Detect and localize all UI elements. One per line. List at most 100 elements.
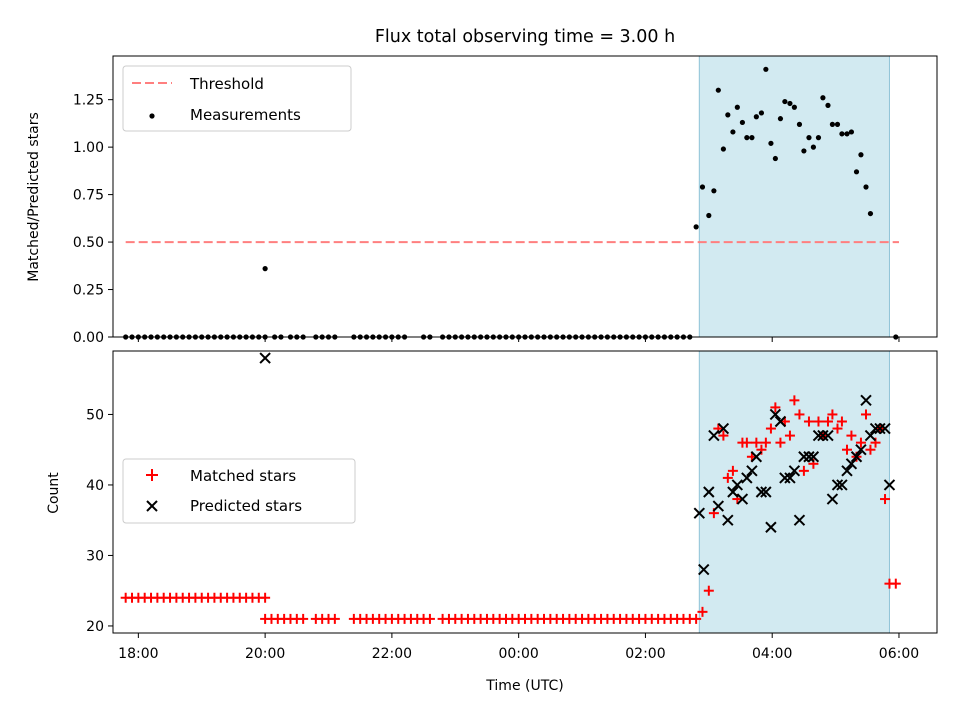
predicted-star-point [731,479,744,491]
predicted-star-stroke-b [769,408,782,421]
matched-star-point [751,437,762,448]
top-y-ticks: 0.00 0.25 0.50 0.75 1.00 1.25 [73,93,113,346]
matched-star-point [718,430,729,441]
predicted-star-stroke-b [845,458,858,470]
matched-star-point [697,606,708,617]
bottom-xtick-label: 04:00 [752,646,792,662]
predicted-star-stroke-b [784,472,796,484]
predicted-star-stroke-b [822,429,834,442]
predicted-star-stroke-b [841,465,853,477]
predicted-star-point [803,451,815,463]
matched-star-point [722,472,733,483]
predicted-star-stroke-b [826,493,839,505]
predicted-star-stroke-b [746,465,758,477]
measurement-point [715,87,721,93]
measurement-point [853,169,860,175]
matched-star-point [770,402,781,413]
measurement-point [820,95,826,101]
predicted-star-point [883,479,896,491]
matched-star-point [841,444,852,455]
predicted-star-stroke-b [736,493,749,505]
bottom-xtick-label: 06:00 [879,646,919,662]
top-y-axis-label: Matched/Predicted stars [26,112,42,282]
bottom-axes-frame [112,350,938,634]
predicted-star-stroke-b [717,422,730,435]
matched-star-point [798,465,809,476]
measurement-point [758,110,765,116]
matched-star-point [803,416,814,427]
predicted-star-point [693,507,706,519]
matched-star-point [329,613,340,624]
matched-star-point [765,423,776,434]
bottom-y-ticks: 20 30 40 50 [86,407,113,635]
predicted-star-stroke-b [836,479,848,491]
predicted-star-point [727,486,739,498]
measurement-point [734,104,740,110]
top-axes-frame [112,55,938,338]
measurement-point [867,210,874,217]
bottom-highlight-span [698,350,890,634]
predicted-star-stroke-b [727,486,739,498]
measurement-point [730,129,736,135]
predicted-star-stroke-b [703,486,715,498]
measurement-point [834,121,841,127]
matched-legend-swatch [146,469,158,481]
matched-star-point [260,592,271,603]
measurement-point [848,129,855,135]
predicted-star-point [836,479,848,491]
matched-star-point [784,430,795,441]
measurement-point [725,112,731,118]
matched-star-point [760,437,771,448]
matched-star-point [890,578,901,589]
predicted-star-stroke-b [760,486,772,498]
predicted-star-point [746,465,758,477]
bottom-xtick-label: 00:00 [498,646,538,662]
measurement-point [706,212,712,219]
predicted-star-points [259,352,896,576]
threshold-legend-label: Threshold [189,75,264,93]
predicted-star-point [822,429,834,442]
bottom-legend-box [122,458,356,524]
measurement-point [763,66,769,72]
predicted-star-stroke-b [864,429,877,442]
bottom-y-axis-label: Count [46,472,62,514]
measurement-point [863,184,869,190]
measurement-point [699,184,706,190]
measurement-point [787,100,793,107]
predicted-star-point [807,451,820,463]
predicted-star-stroke-b [860,394,872,407]
predicted-star-stroke-b [850,451,863,463]
measurements-legend-label: Measurements [190,106,301,124]
top-ytick-label: 0.25 [73,283,104,299]
measurement-point [753,114,759,120]
top-legend-box [122,65,352,132]
measurement-point [791,104,797,110]
predicted-star-stroke-b [788,465,801,477]
bottom-x-ticks: 18:00 20:00 22:00 00:00 02:00 04:00 06:00 [118,633,919,662]
predicted-star-point [755,486,768,498]
measurement-point [749,135,755,141]
predicted-star-point [845,458,858,470]
matched-legend-label: Matched stars [190,467,296,485]
measurement-point [777,116,784,122]
matched-star-point [298,613,309,624]
measurement-point [801,148,807,154]
predicted-star-stroke-b [874,422,886,435]
measurement-point [858,152,864,158]
predicted-star-stroke-b [855,443,867,456]
measurement-point [844,131,850,137]
predicted-star-stroke-b [803,451,815,463]
predicted-star-point [812,429,825,442]
bottom-xtick-label: 18:00 [118,646,158,662]
measurement-point [782,98,788,105]
measurement-point [744,135,750,141]
bottom-panel: 20 30 40 50 18:00 20:00 22:00 00:00 02:00 04:00 0… [46,350,938,694]
predicted-star-point [869,422,882,435]
predicted-star-stroke-b [807,451,820,463]
predicted-star-stroke-b [883,479,896,491]
predicted-star-point [760,486,772,498]
measurement-point [262,266,268,272]
predicted-star-point [779,472,791,484]
measurement-point [739,119,746,126]
bottom-ytick-label: 20 [86,619,104,635]
